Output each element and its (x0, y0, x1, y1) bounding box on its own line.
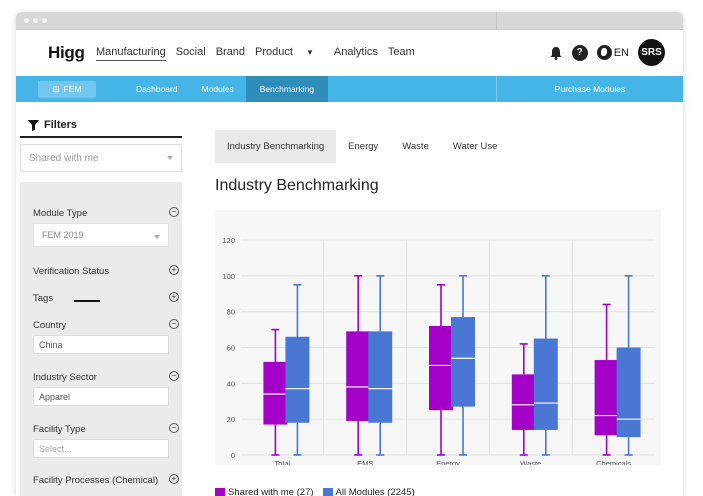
user-avatar[interactable]: SRS (638, 39, 665, 66)
filter-panel: Module Type − FEM 2019 Verification Stat… (20, 182, 182, 496)
language-selector[interactable]: EN (596, 45, 629, 60)
box-iqr (451, 317, 475, 407)
y-tick-label: 120 (222, 236, 235, 245)
top-navigation: Higg Manufacturing Social Brand Product ▼… (16, 30, 683, 76)
bell-icon[interactable] (549, 46, 563, 60)
subnav-modules[interactable]: Modules (201, 84, 234, 94)
tags-label: Tags (33, 293, 54, 304)
minus-circle-icon[interactable]: − (169, 207, 179, 217)
verification-status-label: Verification Status (33, 266, 110, 277)
filters-header: Filters (20, 114, 182, 138)
boxplot-svg: 0 20 40 60 80 100 120 Total EMS Energy Waste Chemic… (222, 236, 655, 468)
chart-legend: Shared with me (27) All Modules (2245) (215, 487, 420, 496)
benchmark-chart: 0 20 40 60 80 100 120 Total EMS Energy Waste Chemic… (215, 210, 661, 468)
facility-processes-label: Facility Processes (Chemical) (33, 475, 159, 486)
subnav-dashboard[interactable]: Dashboard (136, 84, 178, 94)
module-type-value: FEM 2019 (42, 230, 84, 240)
x-tick-label: EMS (357, 459, 373, 465)
minus-circle-icon[interactable]: − (169, 319, 179, 329)
box-iqr (533, 338, 558, 430)
module-type-label: Module Type (33, 208, 88, 219)
industry-sector-input[interactable]: Apparel (33, 387, 169, 406)
box-iqr (429, 326, 453, 411)
industry-sector-label: Industry Sector (33, 372, 97, 383)
window-controls[interactable] (24, 18, 47, 23)
window-titlebar (16, 12, 683, 30)
minus-circle-icon[interactable]: − (169, 423, 179, 433)
tab-water-use[interactable]: Water Use (452, 141, 498, 152)
box-iqr (285, 336, 310, 423)
help-icon[interactable]: ? (571, 44, 588, 61)
chevron-down-icon: ▼ (305, 48, 314, 57)
y-tick-label: 20 (227, 415, 235, 424)
plus-circle-icon[interactable]: + (169, 474, 179, 484)
fem-label: FEM (63, 84, 82, 94)
minimize-dot-icon[interactable] (33, 18, 38, 23)
module-subnav: ⊞ FEM Dashboard Modules Benchmarking Pur… (16, 76, 683, 102)
nav-brand[interactable]: Brand (215, 46, 246, 58)
country-input[interactable]: China (33, 335, 169, 354)
shared-with-me-select[interactable]: Shared with me (20, 144, 182, 172)
fem-module-button[interactable]: ⊞ FEM (38, 80, 96, 98)
browser-window: Higg Manufacturing Social Brand Product ▼… (16, 12, 683, 496)
legend-entry-all[interactable]: All Modules (2245) (322, 487, 415, 496)
subnav-benchmarking[interactable]: Benchmarking (245, 76, 329, 102)
x-tick-label: Total (274, 459, 290, 465)
language-label: EN (613, 46, 629, 59)
tags-underline (74, 300, 100, 302)
tab-industry-benchmarking[interactable]: Industry Benchmarking (215, 130, 337, 163)
minus-circle-icon[interactable]: − (169, 371, 179, 381)
x-tick-label: Energy (436, 459, 460, 465)
globe-icon (596, 45, 612, 60)
nav-social[interactable]: Social (175, 46, 206, 58)
legend-swatch-all (322, 487, 333, 496)
box-iqr (511, 374, 536, 430)
maximize-dot-icon[interactable] (42, 18, 47, 23)
box-iqr (594, 360, 619, 436)
purchase-modules-button[interactable]: Purchase Modules (496, 76, 683, 102)
grid-icon: ⊞ (52, 83, 60, 94)
legend-label-shared: Shared with me (27) (228, 487, 314, 496)
tab-waste[interactable]: Waste (402, 141, 429, 152)
close-dot-icon[interactable] (24, 18, 29, 23)
nav-team[interactable]: Team (387, 46, 415, 58)
facility-type-label: Facility Type (33, 424, 86, 435)
y-tick-label: 40 (227, 379, 235, 388)
y-tick-label: 0 (231, 451, 235, 460)
benchmark-tabs: Industry Benchmarking Energy Waste Water… (215, 130, 509, 163)
nav-product[interactable]: Product ▼ (255, 46, 324, 61)
box-iqr (263, 361, 288, 425)
facility-type-input[interactable]: Select... (33, 439, 169, 458)
caret-down-icon (154, 235, 160, 239)
x-tick-label: Waste (520, 459, 541, 465)
y-tick-label: 80 (227, 308, 235, 317)
main-nav-links: Manufacturing Social Brand Product ▼ Anal… (96, 46, 425, 61)
filter-icon (28, 119, 39, 131)
page-title: Industry Benchmarking (215, 177, 379, 194)
nav-analytics[interactable]: Analytics (333, 46, 378, 58)
plus-circle-icon[interactable]: + (169, 265, 179, 275)
module-type-select[interactable]: FEM 2019 (33, 223, 169, 247)
box-iqr (346, 331, 371, 421)
country-label: Country (33, 320, 67, 331)
caret-down-icon (167, 156, 173, 160)
x-tick-label: Chemicals (596, 459, 631, 465)
shared-select-value: Shared with me (29, 153, 99, 164)
legend-label-all: All Modules (2245) (335, 487, 415, 496)
filters-title: Filters (44, 119, 78, 131)
nav-manufacturing[interactable]: Manufacturing (96, 46, 166, 61)
legend-entry-shared[interactable]: Shared with me (27) (215, 487, 314, 496)
higg-logo[interactable]: Higg (48, 43, 85, 62)
plus-circle-icon[interactable]: + (169, 292, 179, 302)
nav-product-label: Product (255, 46, 293, 58)
legend-swatch-shared (215, 487, 225, 496)
y-tick-label: 60 (227, 344, 235, 353)
box-iqr (368, 331, 393, 423)
nav-actions: ? EN SRS (549, 39, 665, 66)
y-tick-label: 100 (222, 272, 235, 281)
tab-energy[interactable]: Energy (348, 141, 379, 152)
box-iqr (616, 347, 641, 438)
titlebar-divider (496, 12, 497, 30)
